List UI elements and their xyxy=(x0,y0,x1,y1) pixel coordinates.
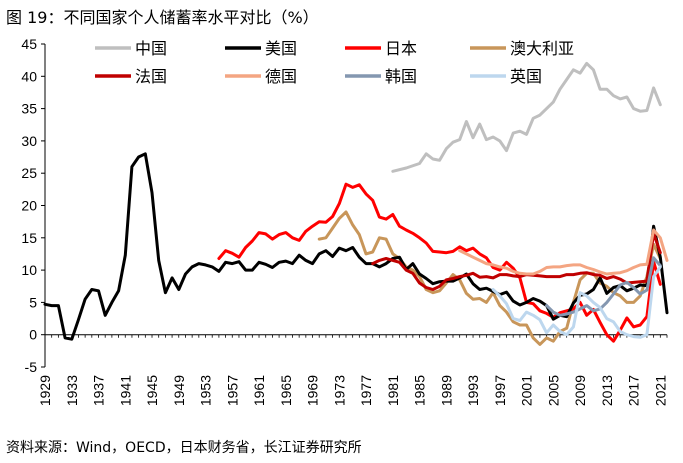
legend-label-7: 英国 xyxy=(510,67,542,86)
x-tick-label: 2009 xyxy=(572,375,588,406)
series-line-5 xyxy=(458,228,669,276)
x-tick-label: 1929 xyxy=(37,375,53,406)
y-tick-label: 15 xyxy=(21,230,37,246)
x-tick-label: 1993 xyxy=(465,375,481,406)
legend-label-5: 德国 xyxy=(265,67,297,86)
series-line-6 xyxy=(545,256,662,317)
y-tick-label: 45 xyxy=(21,36,37,52)
x-tick-label: 1981 xyxy=(385,375,401,406)
x-tick-label: 1945 xyxy=(144,375,160,406)
x-tick-label: 1937 xyxy=(91,375,107,406)
y-tick-label: 25 xyxy=(21,165,37,181)
series-line-7 xyxy=(491,265,662,339)
legend-label-6: 韩国 xyxy=(385,67,417,86)
x-tick-label: 1997 xyxy=(492,375,508,406)
legend-label-3: 澳大利亚 xyxy=(510,39,574,58)
series-line-4 xyxy=(371,231,662,291)
x-tick-label: 1961 xyxy=(251,375,267,406)
x-tick-label: 1989 xyxy=(438,375,454,406)
series-line-2 xyxy=(217,182,662,343)
y-tick-label: 40 xyxy=(21,68,37,84)
x-tick-label: 1969 xyxy=(305,375,321,406)
legend-label-0: 中国 xyxy=(135,39,167,58)
legend-label-1: 美国 xyxy=(265,39,297,58)
y-tick-label: 5 xyxy=(29,294,37,310)
x-tick-label: 2001 xyxy=(519,375,535,406)
x-tick-label: 1941 xyxy=(117,375,133,406)
x-tick-label: 1953 xyxy=(198,375,214,406)
x-tick-label: 1933 xyxy=(64,375,80,406)
x-tick-label: 1985 xyxy=(412,375,428,406)
y-tick-label: 0 xyxy=(29,327,37,343)
y-tick-label: 30 xyxy=(21,133,37,149)
x-tick-label: 2005 xyxy=(545,375,561,406)
x-tick-label: 1973 xyxy=(331,375,347,406)
legend-label-2: 日本 xyxy=(385,39,417,58)
x-tick-label: 1977 xyxy=(358,375,374,406)
x-tick-label: 1965 xyxy=(278,375,294,406)
y-tick-label: 10 xyxy=(21,262,37,278)
x-tick-label: 2021 xyxy=(652,375,668,406)
legend-label-4: 法国 xyxy=(135,67,167,86)
y-tick-label: 20 xyxy=(21,198,37,214)
x-tick-label: 1957 xyxy=(224,375,240,406)
x-tick-label: 2017 xyxy=(626,375,642,406)
source-note: 资料来源：Wind，OECD，日本财务省，长江证券研究所 xyxy=(6,440,362,456)
x-tick-label: 1949 xyxy=(171,375,187,406)
chart-title: 图 19：不同国家个人储蓄率水平对比（%） xyxy=(6,8,319,27)
x-tick-label: 2013 xyxy=(599,375,615,406)
y-tick-label: -5 xyxy=(25,359,38,375)
y-tick-label: 35 xyxy=(21,101,37,117)
series-line-0 xyxy=(391,61,662,173)
